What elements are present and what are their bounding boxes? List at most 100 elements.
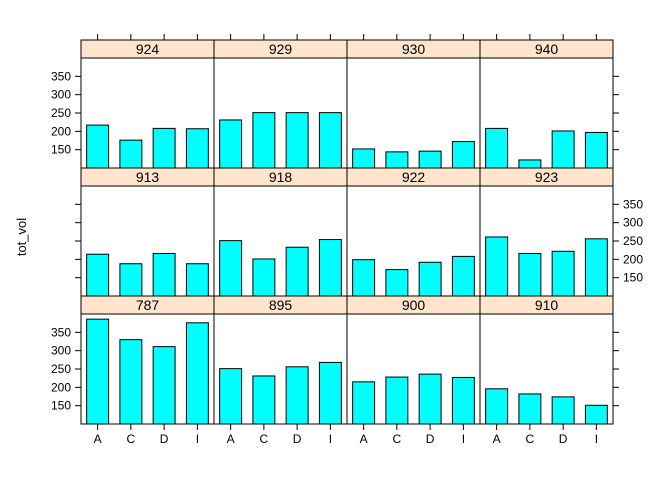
x-tick-label: I — [329, 432, 332, 446]
x-tick-label: C — [393, 432, 402, 446]
y-tick-label: 350 — [623, 197, 643, 211]
x-tick-label: A — [94, 432, 102, 446]
bar-923-C — [518, 252, 542, 297]
bar-918-D — [285, 246, 309, 297]
bar-787-A — [86, 318, 110, 425]
bar-922-C — [385, 269, 409, 297]
y-tick-label: 300 — [51, 88, 71, 102]
bar-930-C — [385, 151, 409, 169]
y-tick-label: 350 — [51, 69, 71, 83]
bar-787-I — [185, 322, 209, 425]
y-tick-label: 250 — [623, 234, 643, 248]
y-tick-label: 350 — [51, 325, 71, 339]
bar-900-I — [451, 376, 475, 425]
panel-940: 940 — [479, 39, 614, 169]
bar-895-D — [285, 366, 309, 425]
panel-913: 913 — [80, 167, 215, 297]
strip-label: 929 — [269, 41, 293, 57]
bar-918-A — [219, 240, 243, 297]
bar-910-D — [551, 396, 575, 425]
bar-910-C — [518, 393, 542, 425]
strip-label: 924 — [136, 41, 160, 57]
y-tick-label: 250 — [51, 106, 71, 120]
bar-940-D — [551, 130, 575, 169]
bar-940-A — [485, 127, 509, 169]
panel-930: 930 — [346, 39, 481, 169]
strip-label: 922 — [402, 169, 426, 185]
panel-918: 918 — [213, 167, 348, 297]
bar-895-I — [318, 361, 342, 425]
strip-label: 910 — [535, 297, 559, 313]
bar-913-I — [185, 263, 209, 297]
bar-929-C — [252, 112, 276, 169]
panel-910: 910 — [479, 295, 614, 425]
bar-900-D — [418, 373, 442, 425]
bar-924-A — [86, 124, 110, 169]
bar-918-C — [252, 258, 276, 297]
strip-label: 895 — [269, 297, 293, 313]
strip-label: 787 — [136, 297, 160, 313]
bar-787-C — [119, 339, 143, 425]
bar-895-C — [252, 375, 276, 425]
y-tick-label: 150 — [51, 143, 71, 157]
x-tick-label: I — [462, 432, 465, 446]
bar-910-A — [485, 388, 509, 425]
strip-label: 900 — [402, 297, 426, 313]
x-tick-label: C — [526, 432, 535, 446]
x-tick-label: I — [595, 432, 598, 446]
panel-924: 924 — [80, 39, 215, 169]
bar-913-C — [119, 263, 143, 297]
bar-913-D — [152, 252, 176, 297]
panel-923: 923 — [479, 167, 614, 297]
bar-923-D — [551, 250, 575, 297]
bar-929-A — [219, 119, 243, 169]
bar-923-A — [485, 236, 509, 297]
y-axis-row-2: 150 200 250 300 350 — [75, 197, 643, 285]
panel-787: 787 — [80, 295, 215, 425]
bar-910-I — [584, 404, 608, 425]
panel-895: 895 — [213, 295, 348, 425]
x-tick-label: D — [293, 432, 302, 446]
x-tick-label: A — [493, 432, 501, 446]
bar-922-A — [352, 259, 376, 297]
bar-922-D — [418, 261, 442, 297]
strip-label: 918 — [269, 169, 293, 185]
bar-929-I — [318, 112, 342, 169]
bar-940-I — [584, 131, 608, 169]
bar-900-C — [385, 376, 409, 425]
y-tick-label: 300 — [623, 216, 643, 230]
panel-922: 922 — [346, 167, 481, 297]
bar-929-D — [285, 112, 309, 169]
y-tick-label: 300 — [51, 344, 71, 358]
y-tick-label: 200 — [623, 252, 643, 266]
y-tick-label: 250 — [51, 362, 71, 376]
bar-918-I — [318, 239, 342, 297]
x-tick-label: C — [260, 432, 269, 446]
x-tick-label: D — [160, 432, 169, 446]
bar-787-D — [152, 346, 176, 425]
x-tick-label: A — [227, 432, 235, 446]
y-axis-row-3: 150 200 250 300 350 — [51, 325, 619, 413]
x-tick-label: I — [196, 432, 199, 446]
x-tick-label: D — [559, 432, 568, 446]
panel-900: 900 — [346, 295, 481, 425]
panel-grid: 924 929 930 940 913 918 922 923 787 895 900 910 150 2… — [51, 34, 643, 446]
bar-924-I — [185, 128, 209, 169]
bar-940-C — [518, 159, 542, 169]
bar-930-I — [451, 141, 475, 169]
strip-label: 923 — [535, 169, 559, 185]
y-tick-label: 200 — [51, 380, 71, 394]
bar-922-I — [451, 255, 475, 297]
bar-924-C — [119, 139, 143, 169]
bar-895-A — [219, 368, 243, 425]
bar-930-A — [352, 148, 376, 169]
strip-label: 940 — [535, 41, 559, 57]
x-tick-label: C — [127, 432, 136, 446]
bar-923-I — [584, 238, 608, 297]
y-axis-title: tot_vol — [14, 218, 29, 256]
x-tick-label: D — [426, 432, 435, 446]
x-tick-label: A — [360, 432, 368, 446]
bar-913-A — [86, 253, 110, 297]
y-tick-label: 150 — [51, 399, 71, 413]
